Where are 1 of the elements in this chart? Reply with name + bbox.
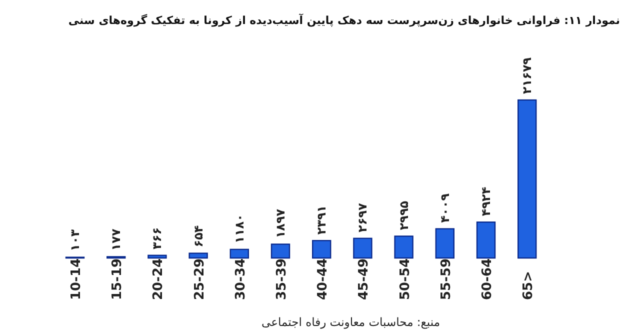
- title: نمودار ۱۱: فراوانی خانوارهای زن‌سرپرست سه دهک پایین آسیب‌دیده از کرونا به تفکیک گروه‌های سنی: [68, 14, 620, 27]
